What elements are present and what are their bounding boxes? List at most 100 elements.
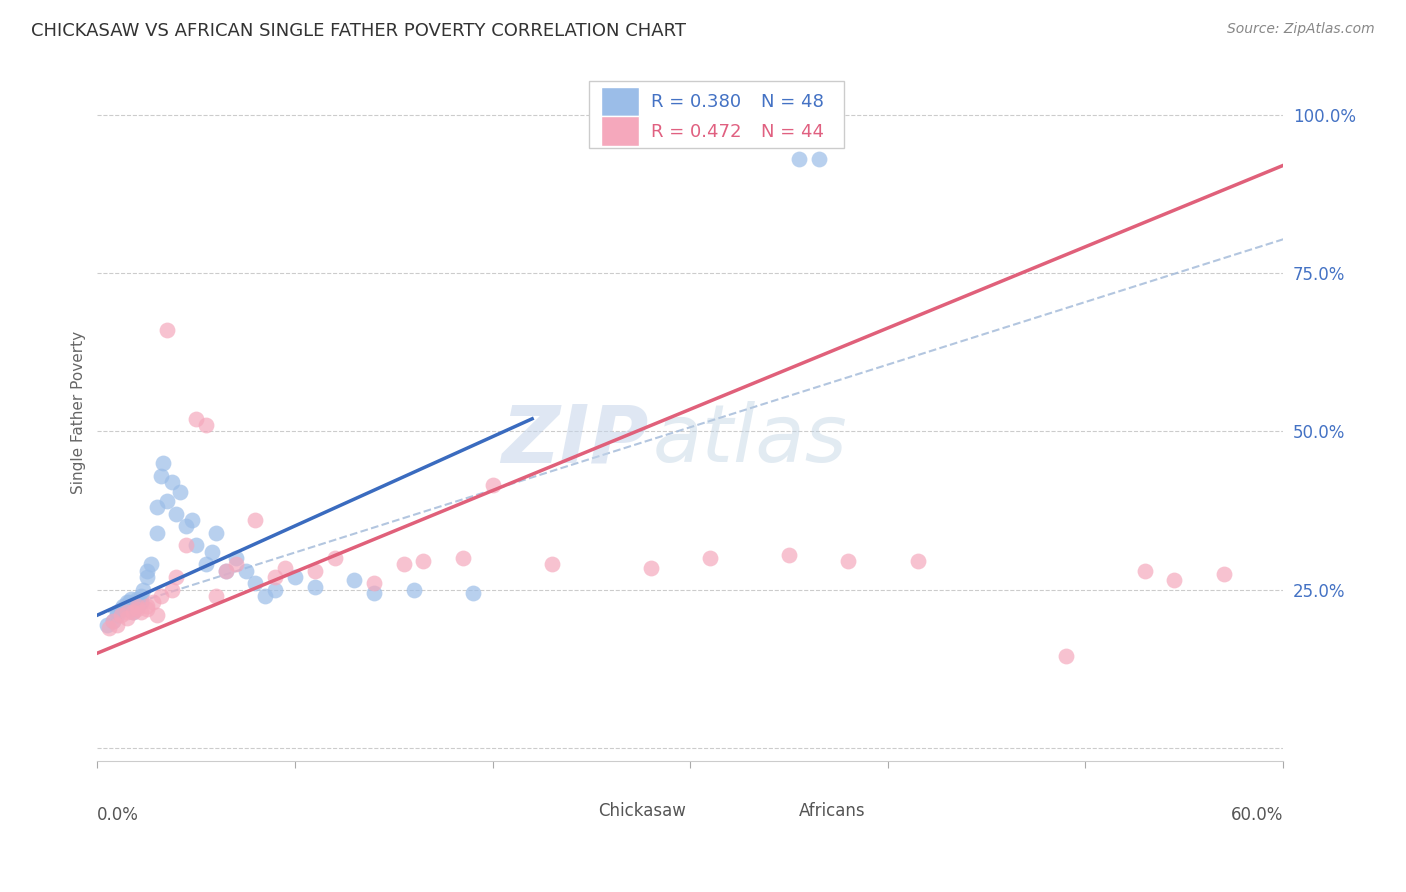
Point bbox=[392, 558, 415, 572]
Point bbox=[155, 494, 177, 508]
Point bbox=[165, 570, 187, 584]
Point bbox=[1133, 564, 1156, 578]
Point bbox=[323, 551, 346, 566]
Point bbox=[541, 558, 564, 572]
Point bbox=[245, 576, 267, 591]
Point bbox=[115, 599, 138, 613]
Y-axis label: Single Father Poverty: Single Father Poverty bbox=[72, 331, 86, 494]
Point bbox=[363, 576, 385, 591]
Point bbox=[225, 551, 247, 566]
Text: Chickasaw: Chickasaw bbox=[598, 802, 686, 820]
Point bbox=[907, 554, 929, 568]
FancyBboxPatch shape bbox=[589, 81, 845, 148]
Point bbox=[165, 507, 187, 521]
Point bbox=[363, 586, 385, 600]
Point bbox=[162, 475, 184, 489]
Point bbox=[186, 539, 208, 553]
Point bbox=[254, 589, 277, 603]
Point bbox=[640, 560, 662, 574]
Point bbox=[125, 602, 148, 616]
Point bbox=[135, 599, 157, 613]
Point bbox=[105, 608, 128, 623]
Point bbox=[145, 608, 167, 623]
Point bbox=[135, 564, 157, 578]
Text: Africans: Africans bbox=[800, 802, 866, 820]
Point bbox=[235, 564, 257, 578]
Point bbox=[115, 602, 138, 616]
Point bbox=[174, 539, 197, 553]
Point bbox=[169, 484, 191, 499]
Point bbox=[125, 599, 148, 613]
Point bbox=[304, 580, 326, 594]
Point bbox=[129, 605, 152, 619]
Point bbox=[274, 560, 297, 574]
Text: N = 48: N = 48 bbox=[762, 94, 824, 112]
Point bbox=[461, 586, 484, 600]
Point bbox=[125, 592, 148, 607]
Point bbox=[201, 545, 224, 559]
Point bbox=[264, 582, 287, 597]
Point bbox=[174, 519, 197, 533]
Point bbox=[264, 570, 287, 584]
Point bbox=[110, 608, 132, 623]
Point bbox=[105, 617, 128, 632]
Point bbox=[412, 554, 434, 568]
Point bbox=[181, 513, 204, 527]
Point bbox=[115, 611, 138, 625]
Text: 0.0%: 0.0% bbox=[97, 806, 139, 824]
Point bbox=[115, 595, 138, 609]
FancyBboxPatch shape bbox=[602, 116, 640, 145]
FancyBboxPatch shape bbox=[762, 800, 792, 822]
Point bbox=[145, 525, 167, 540]
Point bbox=[115, 605, 138, 619]
Point bbox=[186, 411, 208, 425]
Point bbox=[149, 589, 172, 603]
Point bbox=[112, 599, 135, 613]
Point bbox=[149, 468, 172, 483]
Point bbox=[101, 615, 124, 629]
Point bbox=[699, 551, 721, 566]
Point bbox=[142, 595, 165, 609]
Point bbox=[118, 595, 141, 609]
Point bbox=[96, 617, 118, 632]
Point bbox=[135, 602, 157, 616]
Point bbox=[215, 564, 238, 578]
Point bbox=[120, 592, 142, 607]
Point bbox=[215, 564, 238, 578]
Point bbox=[778, 548, 800, 562]
Point bbox=[205, 589, 228, 603]
Point bbox=[195, 418, 218, 433]
Point bbox=[98, 621, 121, 635]
Point bbox=[284, 570, 307, 584]
Point bbox=[451, 551, 474, 566]
Point bbox=[787, 152, 810, 166]
Point bbox=[122, 605, 145, 619]
Point bbox=[132, 582, 155, 597]
Point bbox=[195, 558, 218, 572]
Point bbox=[155, 323, 177, 337]
Point bbox=[122, 605, 145, 619]
Point bbox=[125, 599, 148, 613]
Point bbox=[135, 570, 157, 584]
Text: atlas: atlas bbox=[652, 401, 846, 479]
Point bbox=[205, 525, 228, 540]
Text: R = 0.472: R = 0.472 bbox=[651, 122, 741, 141]
Point bbox=[101, 615, 124, 629]
Text: N = 44: N = 44 bbox=[762, 122, 824, 141]
Point bbox=[343, 574, 366, 588]
Point bbox=[481, 478, 503, 492]
Text: CHICKASAW VS AFRICAN SINGLE FATHER POVERTY CORRELATION CHART: CHICKASAW VS AFRICAN SINGLE FATHER POVER… bbox=[31, 22, 686, 40]
Point bbox=[245, 513, 267, 527]
Point bbox=[152, 456, 174, 470]
Point bbox=[162, 582, 184, 597]
Point bbox=[105, 605, 128, 619]
Text: ZIP: ZIP bbox=[502, 401, 648, 479]
Text: 60.0%: 60.0% bbox=[1230, 806, 1284, 824]
Point bbox=[225, 558, 247, 572]
Point bbox=[1054, 649, 1077, 664]
Point bbox=[129, 595, 152, 609]
Text: Source: ZipAtlas.com: Source: ZipAtlas.com bbox=[1227, 22, 1375, 37]
FancyBboxPatch shape bbox=[560, 800, 589, 822]
Point bbox=[807, 152, 830, 166]
Point bbox=[837, 554, 859, 568]
